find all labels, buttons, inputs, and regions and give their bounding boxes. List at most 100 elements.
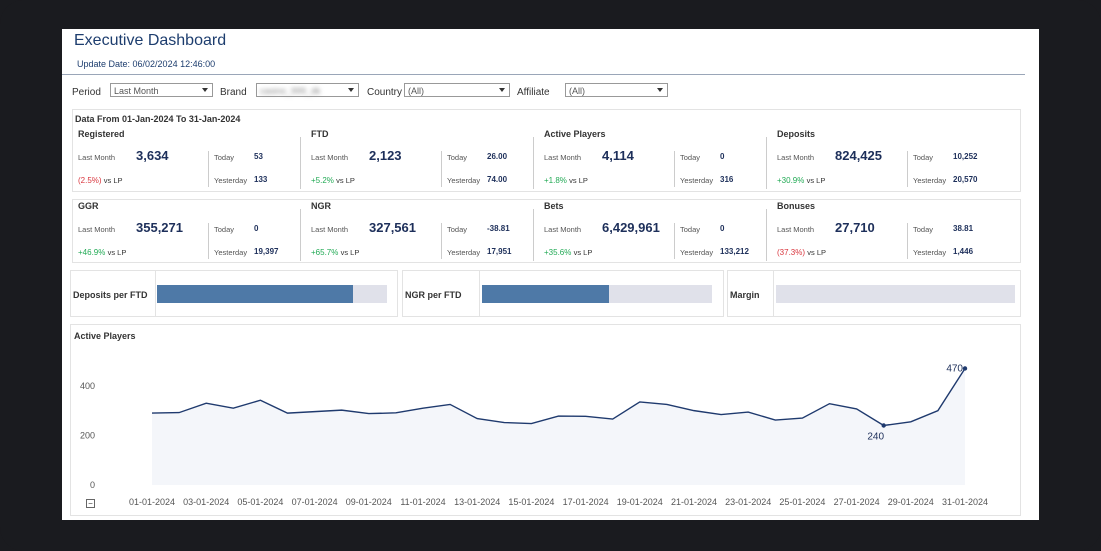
x-tick-label: 25-01-2024 <box>779 497 825 507</box>
kpi-vs-label: vs LP <box>807 248 827 257</box>
metric-label: NGR per FTD <box>405 290 462 300</box>
series-line <box>151 368 966 427</box>
kpi-change: (2.5%) vs LP <box>78 176 123 185</box>
x-tick-label: 27-01-2024 <box>834 497 880 507</box>
kpi-last-month-label: Last Month <box>777 153 815 162</box>
affiliate-select-value: (All) <box>569 86 585 96</box>
kpi-change-value: +1.8% <box>544 176 567 185</box>
kpi-yesterday-value: 1,446 <box>953 247 974 256</box>
kpi-last-month-label: Last Month <box>544 153 582 162</box>
collapse-icon[interactable]: − <box>86 499 95 508</box>
kpi-divider <box>441 151 442 187</box>
chart-title: Active Players <box>74 331 136 341</box>
kpi-card-bonuses: Bonuses Last Month 27,710 (37.3%) vs LP Toda… <box>766 201 1005 267</box>
x-tick-label: 15-01-2024 <box>508 497 554 507</box>
kpi-yesterday-value: 316 <box>720 175 734 184</box>
kpi-today-value: -38.81 <box>487 224 510 233</box>
kpi-divider <box>674 223 675 259</box>
kpi-change-value: +5.2% <box>311 176 334 185</box>
country-select-value: (All) <box>408 86 424 96</box>
update-date: Update Date: 06/02/2024 12:46:00 <box>77 59 216 69</box>
kpi-title: Bonuses <box>777 201 816 211</box>
chevron-down-icon <box>657 88 663 92</box>
kpi-title: Active Players <box>544 129 606 139</box>
card-separator <box>533 209 534 261</box>
kpi-change-value: (37.3%) <box>777 248 806 257</box>
kpi-change-value: +46.9% <box>78 248 106 257</box>
kpi-divider <box>208 223 209 259</box>
x-tick-label: 21-01-2024 <box>671 497 717 507</box>
kpi-last-month-label: Last Month <box>78 153 116 162</box>
filter-bar: Period Last Month Brand casino_999_dk Co… <box>72 82 1002 100</box>
kpi-divider <box>674 151 675 187</box>
kpi-today-label: Today <box>214 153 235 162</box>
kpi-card-bets: Bets Last Month 6,429,961 +35.6% vs LP Today… <box>533 201 772 267</box>
card-separator <box>533 137 534 189</box>
metric-track <box>157 285 387 303</box>
kpi-change: +30.9% vs LP <box>777 176 825 185</box>
period-label: Period <box>72 87 101 98</box>
kpi-today-label: Today <box>913 153 934 162</box>
kpi-yesterday-value: 17,951 <box>487 247 512 256</box>
kpi-title: Registered <box>78 129 125 139</box>
kpi-today-label: Today <box>913 225 934 234</box>
kpi-change-value: (2.5%) <box>78 176 102 185</box>
kpi-divider <box>208 151 209 187</box>
x-tick-label: 07-01-2024 <box>292 497 338 507</box>
kpi-change-value: +65.7% <box>311 248 339 257</box>
kpi-title: Deposits <box>777 129 816 139</box>
area-fill <box>152 368 965 485</box>
kpi-today-label: Today <box>447 153 468 162</box>
x-tick-label: 31-01-2024 <box>942 497 988 507</box>
metric-box-ngr-per-ftd: NGR per FTD <box>402 270 724 317</box>
date-range-label: Data From 01-Jan-2024 To 31-Jan-2024 <box>75 114 241 124</box>
kpi-change: +46.9% vs LP <box>78 248 126 257</box>
period-select[interactable]: Last Month <box>110 83 213 97</box>
kpi-value: 4,114 <box>602 148 634 163</box>
kpi-card-active-players: Active Players Last Month 4,114 +1.8% vs LP… <box>533 129 772 195</box>
x-tick-label: 13-01-2024 <box>454 497 500 507</box>
kpi-yesterday-label: Yesterday <box>447 248 481 257</box>
kpi-yesterday-value: 19,397 <box>254 247 279 256</box>
kpi-title: Bets <box>544 201 564 211</box>
metric-box-margin: Margin <box>727 270 1021 317</box>
kpi-yesterday-label: Yesterday <box>214 176 248 185</box>
kpi-value: 27,710 <box>835 220 875 235</box>
kpi-change: (37.3%) vs LP <box>777 248 826 257</box>
x-tick-label: 01-01-2024 <box>129 497 175 507</box>
kpi-vs-label: vs LP <box>806 176 826 185</box>
kpi-change-value: +35.6% <box>544 248 572 257</box>
kpi-panel-bottom <box>72 199 1021 263</box>
kpi-today-value: 10,252 <box>953 152 978 161</box>
kpi-value: 6,429,961 <box>602 220 660 235</box>
kpi-card-registered: Registered Last Month 3,634 (2.5%) vs LP Tod… <box>74 129 306 195</box>
kpi-yesterday-label: Yesterday <box>913 176 947 185</box>
kpi-card-ngr: NGR Last Month 327,561 +65.7% vs LP Today -38… <box>300 201 539 267</box>
kpi-title: FTD <box>311 129 329 139</box>
kpi-today-value: 26.00 <box>487 152 508 161</box>
brand-select[interactable]: casino_999_dk <box>256 83 359 97</box>
kpi-last-month-label: Last Month <box>78 225 116 234</box>
kpi-vs-label: vs LP <box>107 248 127 257</box>
metric-bar <box>157 285 353 303</box>
metric-bar <box>482 285 609 303</box>
card-separator <box>300 137 301 189</box>
annotated-point <box>962 366 968 371</box>
kpi-panel-top: Data From 01-Jan-2024 To 31-Jan-2024 <box>72 109 1021 192</box>
kpi-today-value: 0 <box>720 152 725 161</box>
annotated-point <box>881 423 886 428</box>
kpi-last-month-label: Last Month <box>311 153 349 162</box>
data-label: 470 <box>946 363 963 374</box>
x-tick-label: 17-01-2024 <box>563 497 609 507</box>
affiliate-select[interactable]: (All) <box>565 83 668 97</box>
metric-label: Deposits per FTD <box>73 290 148 300</box>
x-tick-label: 09-01-2024 <box>346 497 392 507</box>
kpi-yesterday-label: Yesterday <box>214 248 248 257</box>
card-separator <box>766 137 767 189</box>
metric-divider <box>479 271 480 316</box>
country-select[interactable]: (All) <box>404 83 510 97</box>
data-label: 240 <box>867 432 884 443</box>
kpi-today-value: 0 <box>254 224 259 233</box>
kpi-card-ftd: FTD Last Month 2,123 +5.2% vs LP Today 26.00 Y… <box>300 129 539 195</box>
